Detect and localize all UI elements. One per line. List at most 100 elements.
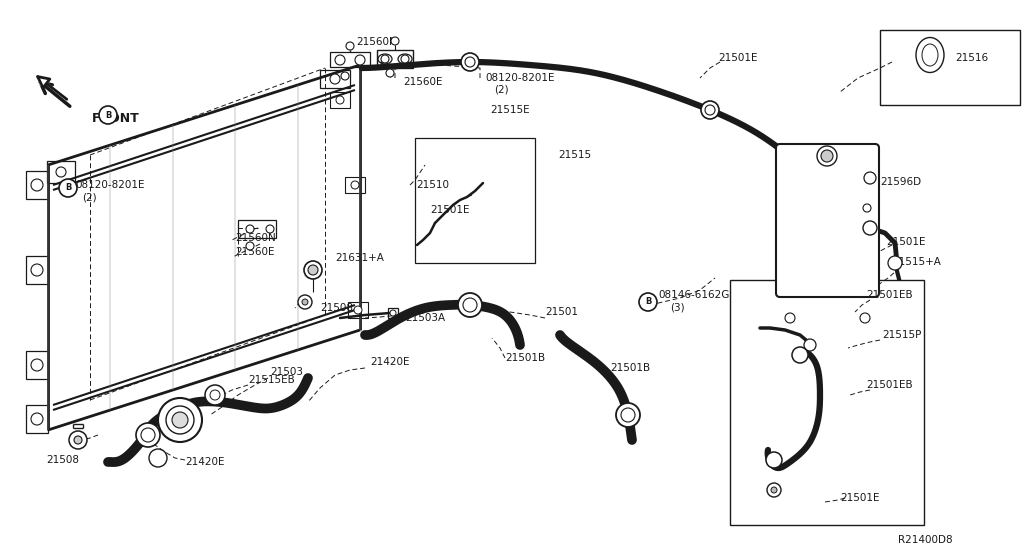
Text: 21501EB: 21501EB <box>866 290 912 300</box>
Bar <box>377 50 413 68</box>
Text: 21515P: 21515P <box>882 330 922 340</box>
Circle shape <box>31 359 43 371</box>
Circle shape <box>639 293 657 311</box>
Bar <box>415 138 535 263</box>
Text: B: B <box>104 111 112 120</box>
Circle shape <box>31 264 43 276</box>
Circle shape <box>390 310 396 316</box>
Circle shape <box>205 385 225 405</box>
Bar <box>330 52 370 67</box>
Text: (2): (2) <box>494 85 509 95</box>
FancyBboxPatch shape <box>776 144 879 297</box>
Bar <box>330 92 350 108</box>
Circle shape <box>386 69 394 77</box>
Circle shape <box>351 181 359 189</box>
Text: 08120-8201E: 08120-8201E <box>485 73 555 83</box>
Text: 21420E: 21420E <box>370 357 410 367</box>
Circle shape <box>150 449 167 467</box>
Circle shape <box>766 452 782 468</box>
Circle shape <box>354 306 362 314</box>
Text: (3): (3) <box>670 303 685 313</box>
Bar <box>26 405 48 433</box>
Circle shape <box>336 96 344 104</box>
Circle shape <box>817 146 837 166</box>
Text: 21508: 21508 <box>46 455 79 465</box>
Text: 21501B: 21501B <box>505 353 545 363</box>
Circle shape <box>166 406 194 434</box>
Bar <box>26 256 48 284</box>
Text: (2): (2) <box>82 193 96 203</box>
Text: 08120-8201E: 08120-8201E <box>75 180 144 190</box>
Circle shape <box>246 225 254 233</box>
Text: 21560N: 21560N <box>356 37 396 47</box>
Text: 21560N: 21560N <box>234 233 275 243</box>
Text: 21501B: 21501B <box>610 363 650 373</box>
Circle shape <box>458 293 482 317</box>
Ellipse shape <box>916 37 944 73</box>
Circle shape <box>298 295 312 309</box>
Bar <box>880 30 1020 105</box>
Text: B: B <box>645 297 651 306</box>
Circle shape <box>99 106 117 124</box>
Circle shape <box>792 347 808 363</box>
Text: 21503: 21503 <box>270 367 303 377</box>
Circle shape <box>860 313 870 323</box>
Circle shape <box>381 55 389 63</box>
Text: B: B <box>65 183 72 192</box>
Text: 21596D: 21596D <box>880 177 922 187</box>
Text: 21501: 21501 <box>545 307 578 317</box>
Circle shape <box>330 74 340 84</box>
Text: 21515+A: 21515+A <box>892 257 941 267</box>
Circle shape <box>863 204 871 212</box>
Text: 21501E: 21501E <box>718 53 758 63</box>
Circle shape <box>863 221 877 235</box>
Bar <box>238 220 276 238</box>
Circle shape <box>31 413 43 425</box>
Circle shape <box>302 299 308 305</box>
Text: 21515: 21515 <box>558 150 591 160</box>
Text: 21503A: 21503A <box>406 313 445 323</box>
Text: 21515EB: 21515EB <box>248 375 295 385</box>
Circle shape <box>355 55 365 65</box>
Circle shape <box>59 179 77 197</box>
Text: 21420E: 21420E <box>185 457 224 467</box>
Text: R21400D8: R21400D8 <box>898 535 952 545</box>
Bar <box>348 302 368 318</box>
Text: 21510: 21510 <box>416 180 449 190</box>
Circle shape <box>69 431 87 449</box>
Circle shape <box>308 265 318 275</box>
Text: 21508: 21508 <box>319 303 353 313</box>
Circle shape <box>461 53 479 71</box>
Circle shape <box>335 55 345 65</box>
Bar <box>26 351 48 379</box>
Text: 21501E: 21501E <box>886 237 926 247</box>
Circle shape <box>771 487 777 493</box>
Text: 08146-6162G: 08146-6162G <box>658 290 729 300</box>
Text: FRONT: FRONT <box>92 111 139 125</box>
Circle shape <box>266 225 274 233</box>
Text: 21560E: 21560E <box>234 247 274 257</box>
Bar <box>319 70 350 88</box>
Circle shape <box>346 42 354 50</box>
Text: 21516: 21516 <box>955 53 988 63</box>
Circle shape <box>864 172 876 184</box>
Circle shape <box>616 403 640 427</box>
Bar <box>388 308 398 318</box>
Circle shape <box>701 101 719 119</box>
Circle shape <box>31 179 43 191</box>
Circle shape <box>821 150 833 162</box>
Circle shape <box>304 261 322 279</box>
Circle shape <box>158 398 202 442</box>
Text: 21501E: 21501E <box>430 205 469 215</box>
Text: 21515E: 21515E <box>490 105 529 115</box>
Text: 21501E: 21501E <box>840 493 880 503</box>
Circle shape <box>136 423 160 447</box>
Circle shape <box>401 55 409 63</box>
Circle shape <box>341 72 349 80</box>
Circle shape <box>172 412 188 428</box>
Circle shape <box>804 339 816 351</box>
Circle shape <box>56 167 66 177</box>
Text: 21501EB: 21501EB <box>866 380 912 390</box>
Bar <box>345 177 365 193</box>
Text: 21631+A: 21631+A <box>335 253 384 263</box>
